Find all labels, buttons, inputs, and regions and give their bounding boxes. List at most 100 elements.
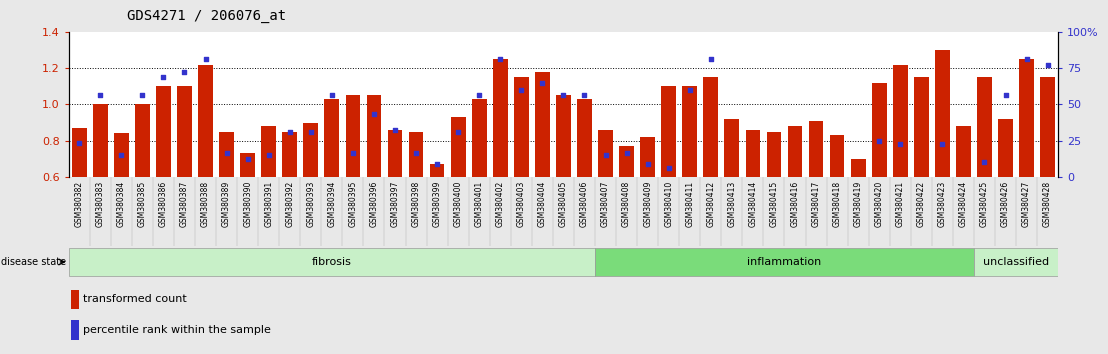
Bar: [156, 86, 171, 177]
Text: GSM380395: GSM380395: [348, 181, 358, 227]
Bar: [472, 99, 486, 177]
Point: [576, 92, 594, 98]
Point: [343, 150, 361, 156]
Text: GSM380384: GSM380384: [116, 181, 126, 227]
Text: GSM380390: GSM380390: [243, 181, 253, 227]
Bar: [809, 121, 823, 177]
Bar: [872, 82, 886, 177]
Point: [386, 127, 403, 133]
Text: GSM380412: GSM380412: [706, 181, 716, 227]
Bar: [746, 130, 760, 177]
Bar: [283, 132, 297, 177]
Point: [71, 140, 88, 145]
Text: GDS4271 / 206076_at: GDS4271 / 206076_at: [127, 9, 287, 23]
Point: [175, 69, 193, 75]
Bar: [998, 119, 1013, 177]
Text: GSM380409: GSM380409: [643, 181, 653, 227]
Text: GSM380382: GSM380382: [74, 181, 84, 227]
Bar: [114, 133, 129, 177]
Bar: [514, 77, 529, 177]
Point: [217, 150, 236, 156]
Text: GSM380387: GSM380387: [179, 181, 189, 227]
Text: GSM380426: GSM380426: [1001, 181, 1010, 227]
Text: GSM380407: GSM380407: [601, 181, 611, 227]
Bar: [577, 99, 592, 177]
Bar: [661, 86, 676, 177]
Point: [555, 92, 573, 98]
Text: GSM380414: GSM380414: [748, 181, 758, 227]
Point: [954, 247, 973, 252]
Bar: [325, 99, 339, 177]
Point: [366, 111, 383, 116]
Text: GSM380393: GSM380393: [306, 181, 316, 227]
Bar: [851, 159, 865, 177]
Text: GSM380415: GSM380415: [769, 181, 779, 227]
Bar: [535, 72, 550, 177]
Text: GSM380399: GSM380399: [432, 181, 442, 227]
Bar: [725, 119, 739, 177]
Text: GSM380388: GSM380388: [201, 181, 211, 227]
Text: GSM380398: GSM380398: [411, 181, 421, 227]
Point: [997, 92, 1015, 98]
Point: [807, 196, 824, 202]
Bar: [69, 248, 595, 276]
Text: GSM380385: GSM380385: [137, 181, 147, 227]
Point: [280, 129, 298, 135]
Text: GSM380422: GSM380422: [916, 181, 926, 227]
Text: GSM380413: GSM380413: [727, 181, 737, 227]
Point: [133, 92, 151, 98]
Text: GSM380404: GSM380404: [537, 181, 547, 227]
Bar: [788, 126, 802, 177]
Bar: [93, 104, 107, 177]
Bar: [304, 122, 318, 177]
Point: [702, 56, 720, 62]
Text: percentile rank within the sample: percentile rank within the sample: [83, 325, 271, 335]
Point: [891, 142, 909, 147]
Text: GSM380428: GSM380428: [1043, 181, 1053, 227]
Point: [596, 152, 614, 158]
Bar: [974, 248, 1058, 276]
Bar: [430, 164, 444, 177]
Text: GSM380420: GSM380420: [874, 181, 884, 227]
Text: GSM380396: GSM380396: [369, 181, 379, 227]
Bar: [595, 248, 974, 276]
Text: GSM380417: GSM380417: [811, 181, 821, 227]
Text: inflammation: inflammation: [747, 257, 822, 267]
Bar: [704, 77, 718, 177]
Text: GSM380408: GSM380408: [622, 181, 632, 227]
Text: GSM380401: GSM380401: [474, 181, 484, 227]
Text: GSM380427: GSM380427: [1022, 181, 1032, 227]
Bar: [261, 126, 276, 177]
Bar: [409, 132, 423, 177]
Bar: [135, 104, 150, 177]
Text: GSM380403: GSM380403: [516, 181, 526, 227]
Point: [849, 241, 866, 247]
Point: [450, 129, 468, 135]
Point: [722, 210, 740, 216]
Bar: [177, 86, 192, 177]
Text: GSM380389: GSM380389: [222, 181, 232, 227]
Point: [197, 56, 215, 62]
Point: [787, 219, 804, 225]
Point: [324, 92, 341, 98]
Text: transformed count: transformed count: [83, 295, 187, 304]
Bar: [935, 50, 950, 177]
Bar: [598, 130, 613, 177]
Bar: [977, 77, 992, 177]
Bar: [240, 153, 255, 177]
Text: GSM380416: GSM380416: [790, 181, 800, 227]
Bar: [893, 64, 907, 177]
Point: [618, 150, 636, 156]
Text: unclassified: unclassified: [983, 257, 1049, 267]
Bar: [619, 146, 634, 177]
Text: disease state: disease state: [1, 257, 66, 267]
Bar: [767, 132, 781, 177]
Bar: [388, 130, 402, 177]
Bar: [683, 86, 697, 177]
Point: [408, 150, 425, 156]
Bar: [346, 95, 360, 177]
Text: GSM380421: GSM380421: [895, 181, 905, 227]
Text: GSM380405: GSM380405: [558, 181, 568, 227]
Bar: [956, 126, 971, 177]
Point: [660, 165, 678, 171]
